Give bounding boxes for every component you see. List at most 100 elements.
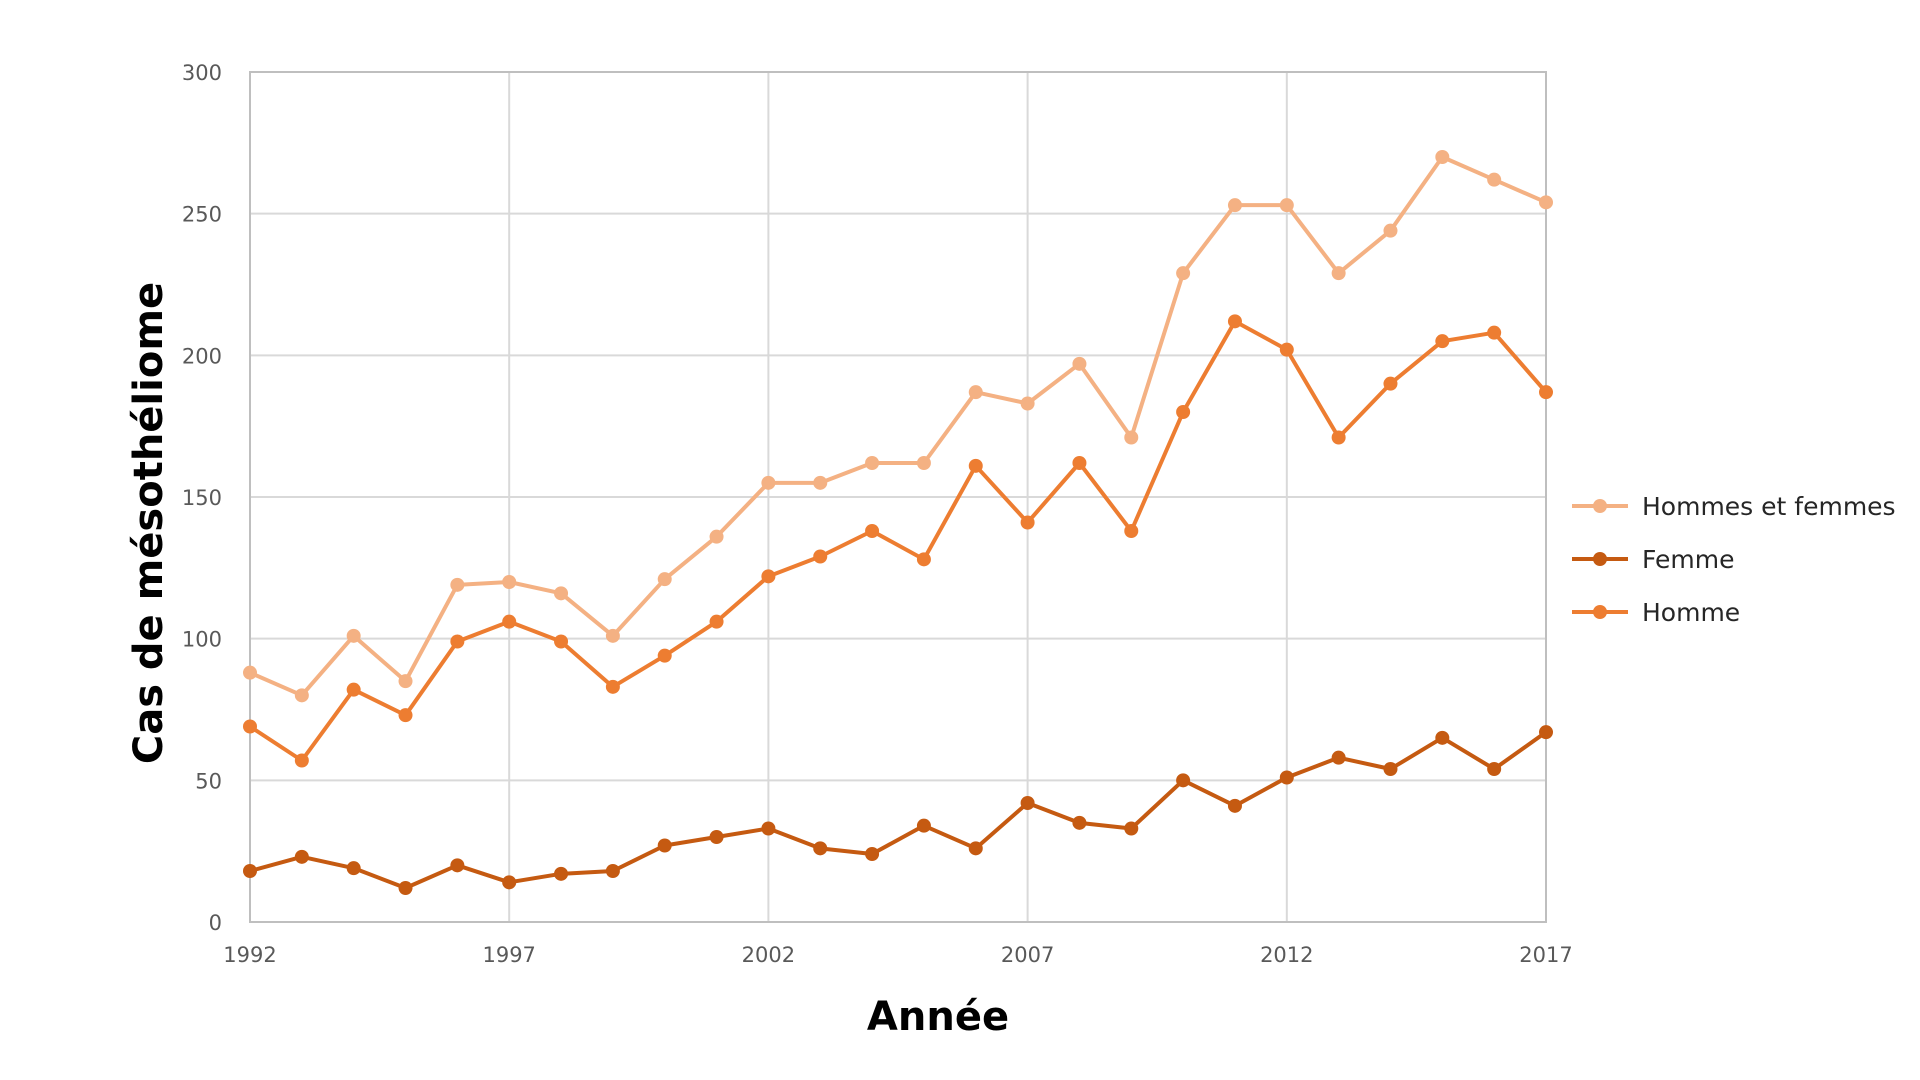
data-point <box>243 665 257 680</box>
y-axis-ticks: 0 50 100 150 200 250 300 <box>182 61 222 935</box>
x-tick-label: 1997 <box>482 943 535 967</box>
data-point <box>1227 314 1242 329</box>
grid-lines <box>249 71 1547 923</box>
data-point <box>761 569 776 584</box>
series-group <box>243 725 1553 895</box>
legend-label: Hommes et femmes <box>1642 492 1896 521</box>
x-tick-label: 2002 <box>742 943 795 967</box>
data-point <box>813 549 828 564</box>
data-point <box>1124 430 1139 445</box>
data-point <box>1331 266 1346 281</box>
data-point <box>605 628 620 643</box>
data-point <box>294 849 309 864</box>
data-point <box>605 864 620 878</box>
legend-dot-marker <box>1593 499 1607 513</box>
data-point <box>1279 770 1294 785</box>
y-tick-label: 250 <box>182 203 222 227</box>
data-point <box>243 719 257 734</box>
x-axis-ticks: 1992 1997 2002 2007 2012 2017 <box>223 943 1572 967</box>
data-point <box>554 634 569 649</box>
data-point <box>709 830 724 844</box>
data-point <box>916 552 931 567</box>
data-point <box>865 847 880 861</box>
data-point <box>1331 430 1346 445</box>
data-point <box>1383 376 1398 391</box>
data-point <box>450 634 465 649</box>
legend-label: Femme <box>1642 545 1734 574</box>
data-point <box>1176 266 1191 281</box>
data-point <box>294 688 309 703</box>
x-axis-title: Année <box>867 994 1009 1040</box>
data-point <box>916 818 931 833</box>
data-point <box>1539 195 1553 210</box>
data-point <box>605 679 620 694</box>
data-point <box>398 708 413 723</box>
legend-dot-marker <box>1593 552 1607 566</box>
data-point <box>1020 796 1035 810</box>
y-tick-label: 0 <box>209 911 222 935</box>
data-point <box>916 456 931 470</box>
data-point <box>968 458 983 473</box>
data-point <box>657 838 672 853</box>
data-point <box>398 881 413 895</box>
data-point <box>1072 815 1087 830</box>
data-point <box>968 385 983 400</box>
data-point <box>865 524 880 538</box>
data-point <box>1020 515 1035 530</box>
data-point <box>1176 405 1191 419</box>
data-point <box>243 864 257 878</box>
data-point <box>398 674 413 689</box>
series-group <box>243 314 1553 768</box>
data-point <box>657 648 672 663</box>
data-point <box>1279 342 1294 357</box>
data-point <box>813 841 828 856</box>
series-line <box>249 730 1548 890</box>
legend-item: Homme <box>1572 598 1740 627</box>
x-tick-label: 1992 <box>223 943 276 967</box>
data-point <box>346 682 361 697</box>
data-point <box>1176 773 1191 788</box>
series-line <box>249 155 1547 698</box>
data-point <box>450 858 465 873</box>
data-point <box>968 841 983 856</box>
data-point <box>554 866 569 881</box>
data-point <box>502 575 517 589</box>
x-tick-label: 2017 <box>1519 943 1572 967</box>
data-point <box>657 572 672 587</box>
data-point <box>1435 730 1450 745</box>
data-point <box>1487 762 1502 776</box>
data-point <box>346 861 361 876</box>
y-tick-label: 50 <box>195 769 222 793</box>
data-point <box>1539 725 1553 740</box>
data-point <box>1331 750 1346 765</box>
legend-label: Homme <box>1642 598 1740 627</box>
data-point <box>294 753 309 768</box>
series-group <box>243 150 1553 703</box>
data-point <box>709 529 724 544</box>
data-point <box>502 614 517 629</box>
data-point <box>1383 223 1398 238</box>
y-axis-title: Cas de mésothéliome <box>126 282 172 764</box>
x-tick-label: 2012 <box>1260 943 1313 967</box>
plot-frame <box>249 71 1547 923</box>
data-point <box>1279 198 1294 213</box>
y-tick-label: 200 <box>182 344 222 368</box>
y-tick-label: 150 <box>182 486 222 510</box>
data-point <box>554 586 569 601</box>
data-point <box>1227 798 1242 813</box>
data-point <box>1435 150 1450 164</box>
data-point <box>709 614 724 629</box>
data-point <box>1487 172 1502 187</box>
legend: Hommes et femmes Femme Homme <box>1572 492 1896 627</box>
series-lines <box>243 150 1553 895</box>
data-point <box>1539 385 1553 400</box>
data-point <box>1227 198 1242 213</box>
legend-item: Femme <box>1572 545 1734 574</box>
x-tick-label: 2007 <box>1001 943 1054 967</box>
data-point <box>1383 762 1398 776</box>
data-point <box>1020 396 1035 411</box>
data-point <box>1072 456 1087 470</box>
data-point <box>1072 356 1087 371</box>
data-point <box>761 475 776 490</box>
